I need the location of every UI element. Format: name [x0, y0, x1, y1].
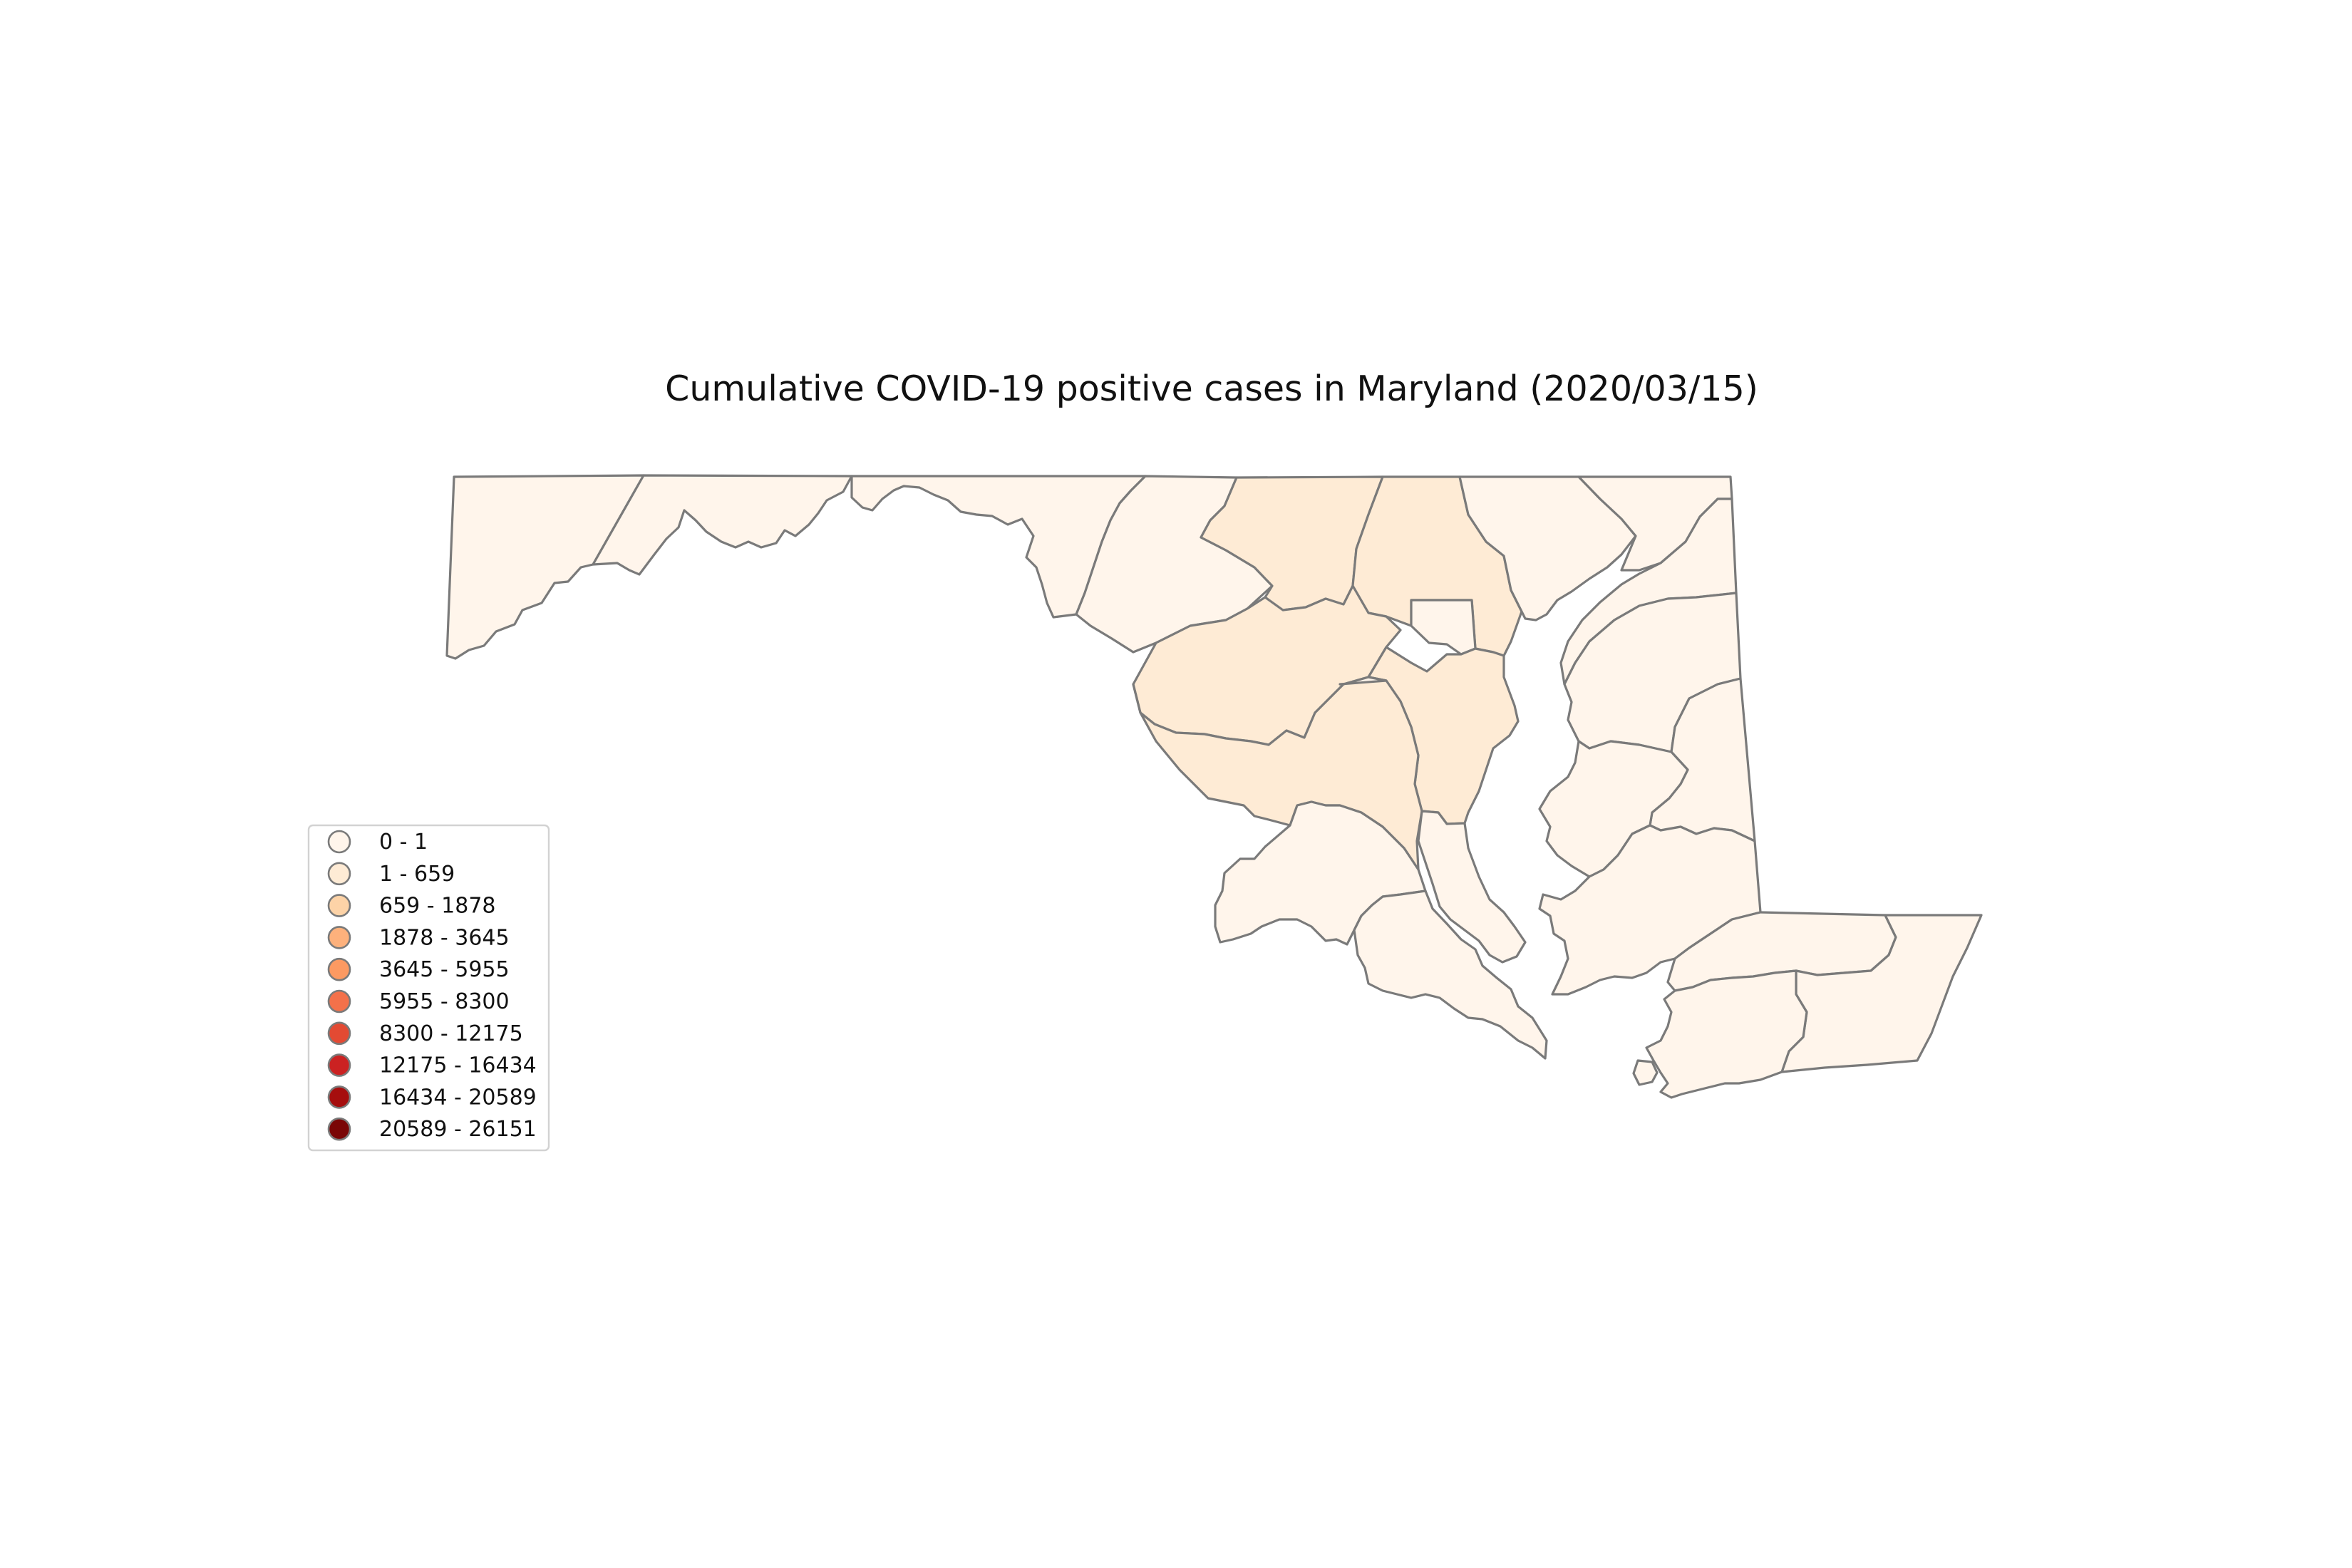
- legend-label-2: 659 - 1878: [379, 894, 496, 919]
- legend-marker-2: [327, 894, 351, 917]
- legend-marker-3: [327, 926, 351, 949]
- county-garrett: [445, 474, 645, 660]
- legend-marker-7: [327, 1053, 351, 1077]
- legend-frame: [307, 824, 550, 1152]
- legend-label-1: 1 - 659: [379, 862, 455, 887]
- maryland-county-map: [445, 474, 1983, 1099]
- legend-marker-0: [327, 830, 351, 854]
- legend-marker-8: [327, 1085, 351, 1109]
- legend-marker-5: [327, 989, 351, 1013]
- county-allegany: [592, 474, 853, 576]
- county-calvert: [1417, 810, 1527, 964]
- map-legend: 0 - 1 1 - 659 659 - 1878 1878 - 3645 3645 - …: [307, 824, 550, 1152]
- county-prince-georges: [1339, 676, 1388, 686]
- legend-marker-6: [327, 1021, 351, 1046]
- legend-label-8: 16434 - 20589: [379, 1085, 537, 1110]
- county-somerset: [1645, 969, 1808, 1099]
- legend-marker-9: [327, 1117, 351, 1141]
- county-baltimore-city: [1410, 599, 1477, 656]
- county-st-marys: [1353, 889, 1548, 1060]
- legend-label-7: 12175 - 16434: [379, 1053, 537, 1078]
- legend-label-5: 5955 - 8300: [379, 989, 510, 1014]
- legend-marker-4: [327, 957, 351, 981]
- legend-label-9: 20589 - 26151: [379, 1117, 537, 1142]
- legend-label-0: 0 - 1: [379, 830, 428, 855]
- legend-label-3: 1878 - 3645: [379, 925, 510, 950]
- legend-label-4: 3645 - 5955: [379, 957, 510, 982]
- county-charles: [1214, 800, 1427, 946]
- legend-label-6: 8300 - 12175: [379, 1021, 523, 1046]
- county-somerset-island: [1632, 1059, 1659, 1086]
- map-title: Cumulative COVID-19 positive cases in Ma…: [665, 368, 1758, 409]
- legend-marker-1: [327, 862, 351, 886]
- county-dorchester: [1538, 824, 1762, 996]
